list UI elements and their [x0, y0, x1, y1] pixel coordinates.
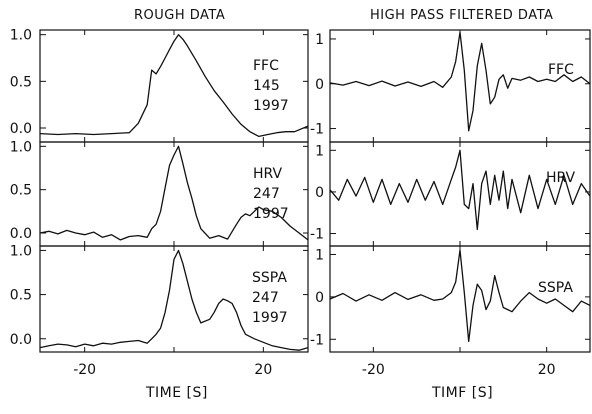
panel-1-row-1-ytick-label: -1 — [310, 227, 324, 243]
panel-1-series-ffc-annotation: FFC — [548, 62, 574, 78]
panel-1-row-2-ytick-label: 0 — [315, 290, 324, 306]
panel-1-row-0-ytick-label: 0 — [315, 77, 324, 93]
panel-0-series-hrv-annotation: 247 — [253, 186, 280, 202]
panel-0-series-hrv-line — [39, 145, 309, 241]
panel-1-series-hrv-annotation: HRV — [546, 170, 575, 186]
panel-0-row-2-ytick-label: 0.0 — [10, 332, 32, 348]
left-x-axis-label: TIME [S] — [146, 385, 208, 401]
panel-0-xtick-label: 20 — [254, 362, 272, 378]
panel-0-row-0-ytick-label: 1.0 — [10, 28, 32, 44]
panel-0-series-hrv-annotation: 1997 — [253, 206, 289, 222]
panel-0-series-ffc-annotation: FFC — [253, 58, 279, 74]
panel-1-row-2-ytick-label: -1 — [310, 332, 324, 348]
panel-1-series-hrv-line — [329, 149, 591, 231]
panel-1-series-sspa-line — [329, 249, 591, 343]
panel-0-series-ffc-annotation: 145 — [253, 78, 280, 94]
panel-1-xtick-label: -20 — [362, 362, 385, 378]
panel-0-row-1-ytick-label: 1.0 — [10, 139, 32, 155]
panel-0-series-sspa-line — [39, 249, 309, 351]
panel-0-series-hrv-annotation: HRV — [253, 166, 282, 182]
panel-0-row-1-ytick-label: 0.5 — [10, 183, 32, 199]
panel-1-row-2-frame — [329, 245, 591, 353]
panel-1-xtick-label: 20 — [538, 362, 556, 378]
panel-0-series-ffc-line — [39, 34, 309, 138]
panel-1-row-1-ytick-label: 0 — [315, 185, 324, 201]
panel-0-series-ffc-annotation: 1997 — [253, 98, 289, 114]
right-x-axis-label: TIMF [S] — [432, 385, 494, 401]
panel-1-row-0-ytick-label: -1 — [310, 122, 324, 138]
left-panel-title: ROUGH DATA — [134, 8, 226, 23]
panel-0-row-0-ytick-label: 0.5 — [10, 74, 32, 90]
panel-0-row-2-ytick-label: 1.0 — [10, 243, 32, 259]
panel-1-series-sspa-annotation: SSPA — [538, 280, 573, 296]
panel-1-series-ffc-line — [329, 31, 591, 132]
panel-0-series-sspa-annotation: SSPA — [252, 270, 287, 286]
panel-0-series-sspa-annotation: 1997 — [252, 310, 288, 326]
panel-0-series-sspa-annotation: 247 — [252, 290, 279, 306]
panel-0-xtick-label: -20 — [73, 362, 96, 378]
panel-1-row-2-ytick-label: 1 — [315, 247, 324, 263]
panel-1-row-1-ytick-label: 1 — [315, 143, 324, 159]
panel-1-row-0-ytick-label: 1 — [315, 32, 324, 48]
panel-0-row-1-ytick-label: 0.0 — [10, 226, 32, 242]
right-panel-title: HIGH PASS FILTERED DATA — [370, 8, 554, 23]
panel-0-row-0-ytick-label: 0.0 — [10, 121, 32, 137]
panel-0-row-2-ytick-label: 0.5 — [10, 288, 32, 304]
